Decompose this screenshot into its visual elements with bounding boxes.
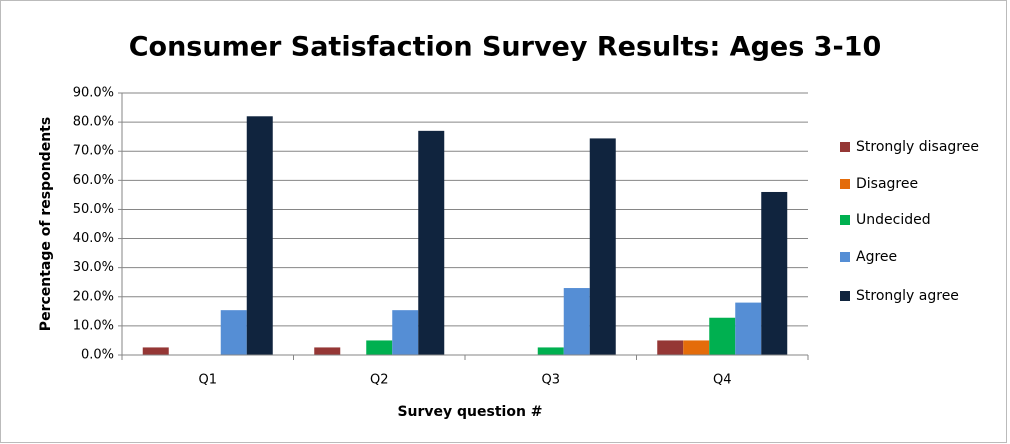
legend-label: Undecided <box>856 212 931 228</box>
y-axis-title: Percentage of respondents <box>38 117 54 331</box>
y-tick-label: 80.0% <box>73 115 114 130</box>
bar <box>761 191 788 355</box>
bar <box>537 347 564 355</box>
bar <box>563 288 590 355</box>
legend-label: Strongly disagree <box>856 139 979 155</box>
bar <box>366 340 393 355</box>
bar <box>220 310 247 355</box>
bar <box>657 340 684 355</box>
y-tick-label: 10.0% <box>73 318 114 333</box>
bar <box>735 302 762 355</box>
bar <box>683 340 710 355</box>
bar <box>418 130 445 355</box>
bar <box>392 310 419 355</box>
legend-label: Agree <box>856 249 897 265</box>
legend-swatch <box>840 179 850 189</box>
x-tick-label: Q2 <box>370 373 389 388</box>
legend-label: Strongly agree <box>856 288 959 304</box>
y-tick-label: 50.0% <box>73 202 114 217</box>
x-tick-label: Q3 <box>541 373 560 388</box>
y-tick-label: 90.0% <box>73 86 114 101</box>
y-tick-label: 70.0% <box>73 144 114 159</box>
legend-swatch <box>840 252 850 262</box>
bar <box>314 347 341 355</box>
legend-label: Disagree <box>856 176 918 192</box>
bar <box>589 138 616 355</box>
y-tick-label: 40.0% <box>73 231 114 246</box>
chart-title: Consumer Satisfaction Survey Results: Ag… <box>129 32 882 63</box>
bar <box>709 317 736 355</box>
bar <box>142 347 169 355</box>
bar <box>246 116 273 356</box>
legend-swatch <box>840 291 850 301</box>
legend-swatch <box>840 142 850 152</box>
x-axis-title: Survey question # <box>397 404 542 420</box>
x-tick-label: Q4 <box>713 373 732 388</box>
legend-swatch <box>840 215 850 225</box>
y-tick-label: 0.0% <box>81 348 114 363</box>
x-tick-label: Q1 <box>198 373 217 388</box>
y-tick-label: 60.0% <box>73 173 114 188</box>
y-tick-label: 30.0% <box>73 260 114 275</box>
y-tick-label: 20.0% <box>73 289 114 304</box>
